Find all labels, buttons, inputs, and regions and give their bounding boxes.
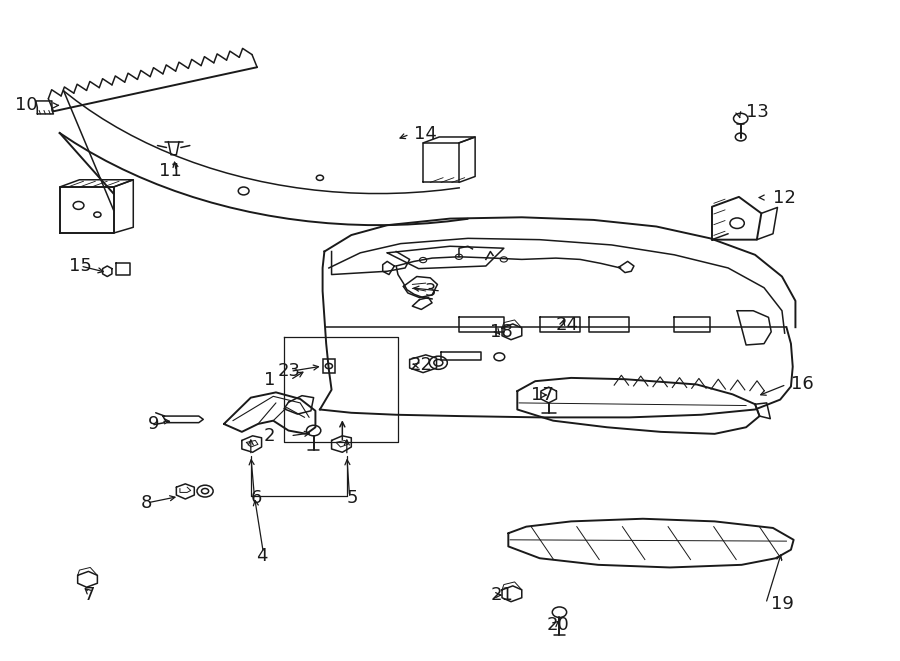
- Text: 13: 13: [746, 103, 769, 121]
- Text: 18: 18: [491, 323, 513, 341]
- Text: 1: 1: [264, 371, 275, 389]
- Text: 19: 19: [771, 595, 794, 613]
- Text: 11: 11: [158, 162, 182, 180]
- Text: 16: 16: [791, 375, 814, 393]
- Text: 15: 15: [68, 257, 92, 275]
- Text: 17: 17: [531, 386, 554, 404]
- Text: 9: 9: [148, 415, 159, 433]
- Text: 23: 23: [278, 362, 301, 380]
- Text: 6: 6: [251, 489, 262, 508]
- Text: 2: 2: [264, 427, 275, 445]
- Text: 7: 7: [84, 586, 95, 604]
- Text: 14: 14: [414, 126, 437, 143]
- Text: 12: 12: [773, 188, 796, 206]
- Bar: [322, 360, 335, 373]
- Text: 20: 20: [547, 617, 570, 635]
- Text: 4: 4: [256, 547, 267, 564]
- Text: 3: 3: [425, 282, 436, 300]
- Text: 10: 10: [14, 97, 37, 114]
- Text: 8: 8: [140, 494, 152, 512]
- Text: 24: 24: [556, 316, 579, 334]
- Text: 5: 5: [346, 489, 358, 508]
- Text: 21: 21: [491, 586, 513, 604]
- Text: 22: 22: [410, 356, 433, 373]
